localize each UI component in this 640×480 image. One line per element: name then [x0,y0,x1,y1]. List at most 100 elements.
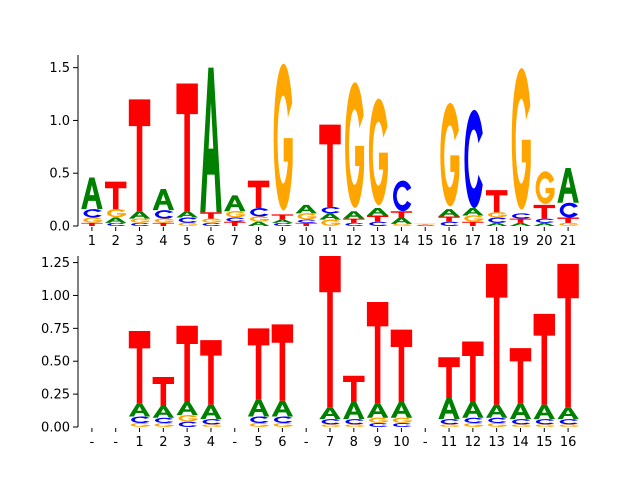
x-tick-label: 20 [536,234,553,249]
logo-letter-t [152,222,175,226]
logo-letter-a [414,225,436,226]
logo-letter-t [200,340,222,405]
logo-letter-a [438,209,460,217]
logo-letter-a [462,402,484,418]
logo-letter-g [321,424,341,427]
logo-letter-t [366,302,389,404]
logo-letter-g [273,63,293,211]
logo-letter-t [271,214,294,220]
x-tick-label: 10 [393,435,410,450]
logo-letter-g [249,422,269,427]
x-tick-label: 9 [278,234,286,249]
logo-letter-c [250,208,269,217]
logo-letter-t [224,221,246,226]
logo-letter-t [271,324,294,401]
logo-letter-t [390,329,413,403]
logo-letter-c [512,419,531,425]
x-tick-label: 6 [278,435,286,450]
logo-letter-t [438,216,460,222]
x-tick-label: 4 [207,435,215,450]
logo-letter-g [178,222,198,226]
logo-letter-t [81,222,103,226]
logo-letter-c [321,419,340,425]
logo-letter-g [249,216,269,222]
x-tick-label: 16 [560,435,577,450]
x-tick-label: 1 [88,234,96,249]
logo-letter-c [297,219,317,223]
logo-letter-c [178,421,197,427]
x-tick-label: 4 [159,234,167,249]
logo-letter-t [200,212,222,219]
logo-letter-g [392,223,412,226]
x-tick-label: 17 [465,234,482,249]
x-tick-label: 15 [536,435,553,450]
logo-letter-c [393,423,412,427]
logo-letter-c [178,217,197,223]
logo-letter-t [485,190,508,213]
logo-letter-t [438,357,460,399]
logo-letter-a [271,400,294,417]
logo-letter-a [390,217,413,224]
y-tick-label: 1.00 [41,289,70,304]
logo-letter-c [345,222,364,226]
logo-letter-a [343,402,365,420]
x-tick-label: 3 [183,435,191,450]
x-tick-label: 11 [441,435,458,450]
logo-letter-c [393,180,412,212]
logo-letter-a [200,67,222,213]
logo-letter-t [509,218,532,223]
x-tick-label: 13 [488,435,505,450]
logo-letter-a [509,403,532,420]
logo-letter-g [273,422,293,427]
logo-letter-c [226,217,245,222]
logo-letter-t [176,325,198,403]
logo-letter-g [464,422,484,427]
logo-letter-a [557,407,579,420]
logo-letter-g [487,212,507,218]
logo-letter-g [154,218,174,223]
logo-letter-g [226,211,246,218]
logo-letter-g [154,422,174,427]
logo-letter-t [414,223,436,225]
logo-letter-t [557,263,579,408]
logo-letter-c [488,217,507,223]
y-tick-label: 1.25 [41,256,70,271]
logo-letter-a [319,213,341,220]
logo-letter-a [81,177,103,210]
logo-letter-g [178,414,198,422]
logo-letter-t [176,83,198,212]
logo-letter-t [462,341,484,403]
logo-letter-a [343,211,365,219]
logo-letter-c [273,222,293,226]
logo-letter-g [440,424,460,427]
logo-letter-a [485,222,508,226]
logo-letter-a [176,402,198,416]
x-tick-label: - [232,435,237,450]
logo-letter-a [557,167,579,203]
x-tick-label: 5 [254,435,262,450]
logo-letter-c [440,221,459,226]
logo-letter-t [462,221,484,226]
logo-letter-c [154,210,174,219]
logo-letter-a [105,217,127,223]
logo-letter-c [512,213,531,219]
logo-letter-t [128,99,151,212]
logo-letter-t [366,215,389,222]
logo-letter-g [416,224,436,225]
logo-letter-g [487,422,507,427]
logo-letter-c [202,419,221,425]
logo-letter-a [200,404,222,420]
x-tick-label: 13 [369,234,386,249]
x-tick-label: 21 [560,234,577,249]
logo-letter-a [176,211,198,218]
logo-letter-t [247,328,270,400]
logo-letter-a [319,407,341,420]
logo-letter-g [559,424,579,427]
logo-letter-a [247,399,270,417]
logo-letter-t [247,180,270,209]
logo-letter-c [369,221,388,226]
x-tick-label: 19 [512,234,529,249]
logo-letter-c [369,423,388,427]
logo-letter-a [366,208,389,216]
